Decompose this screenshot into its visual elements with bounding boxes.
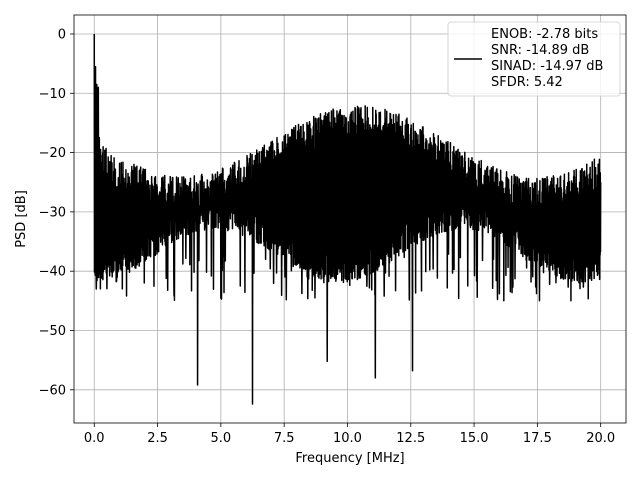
y-axis-ticks: 0 −10 −20 −30 −40 −50 −60 <box>39 27 74 398</box>
y-tick-label: −10 <box>39 87 66 102</box>
y-tick-label: −50 <box>39 324 66 339</box>
y-tick-label: −40 <box>39 265 66 280</box>
x-tick-label: 7.5 <box>274 431 295 446</box>
legend: ENOB: -2.78 bits SNR: -14.89 dB SINAD: -… <box>447 21 621 97</box>
legend-box <box>447 21 621 97</box>
legend-entry-sinad: SINAD: -14.97 dB <box>491 59 603 74</box>
legend-entry-sfdr: SFDR: 5.42 <box>491 75 563 90</box>
x-tick-label: 0.0 <box>84 431 105 446</box>
y-tick-label: 0 <box>58 27 66 42</box>
y-axis-label: PSD [dB] <box>14 190 29 248</box>
plot-frame <box>73 14 627 424</box>
x-axis-ticks: 0.0 2.5 5.0 7.5 10.0 12.5 15.0 17.5 20.0 <box>84 423 615 446</box>
x-tick-label: 2.5 <box>147 431 168 446</box>
x-tick-label: 20.0 <box>586 431 615 446</box>
x-tick-label: 17.5 <box>523 431 552 446</box>
x-tick-label: 5.0 <box>211 431 232 446</box>
y-tick-label: −30 <box>39 205 66 220</box>
x-axis-label: Frequency [MHz] <box>295 451 404 466</box>
series-layer <box>93 33 602 405</box>
x-tick-label: 10.0 <box>333 431 362 446</box>
legend-entry-enob: ENOB: -2.78 bits <box>491 27 598 42</box>
x-tick-label: 12.5 <box>396 431 425 446</box>
psd-series-line <box>93 33 602 405</box>
x-tick-label: 15.0 <box>460 431 489 446</box>
y-tick-label: −20 <box>39 146 66 161</box>
legend-entry-snr: SNR: -14.89 dB <box>491 43 589 58</box>
y-tick-label: −60 <box>39 383 66 398</box>
